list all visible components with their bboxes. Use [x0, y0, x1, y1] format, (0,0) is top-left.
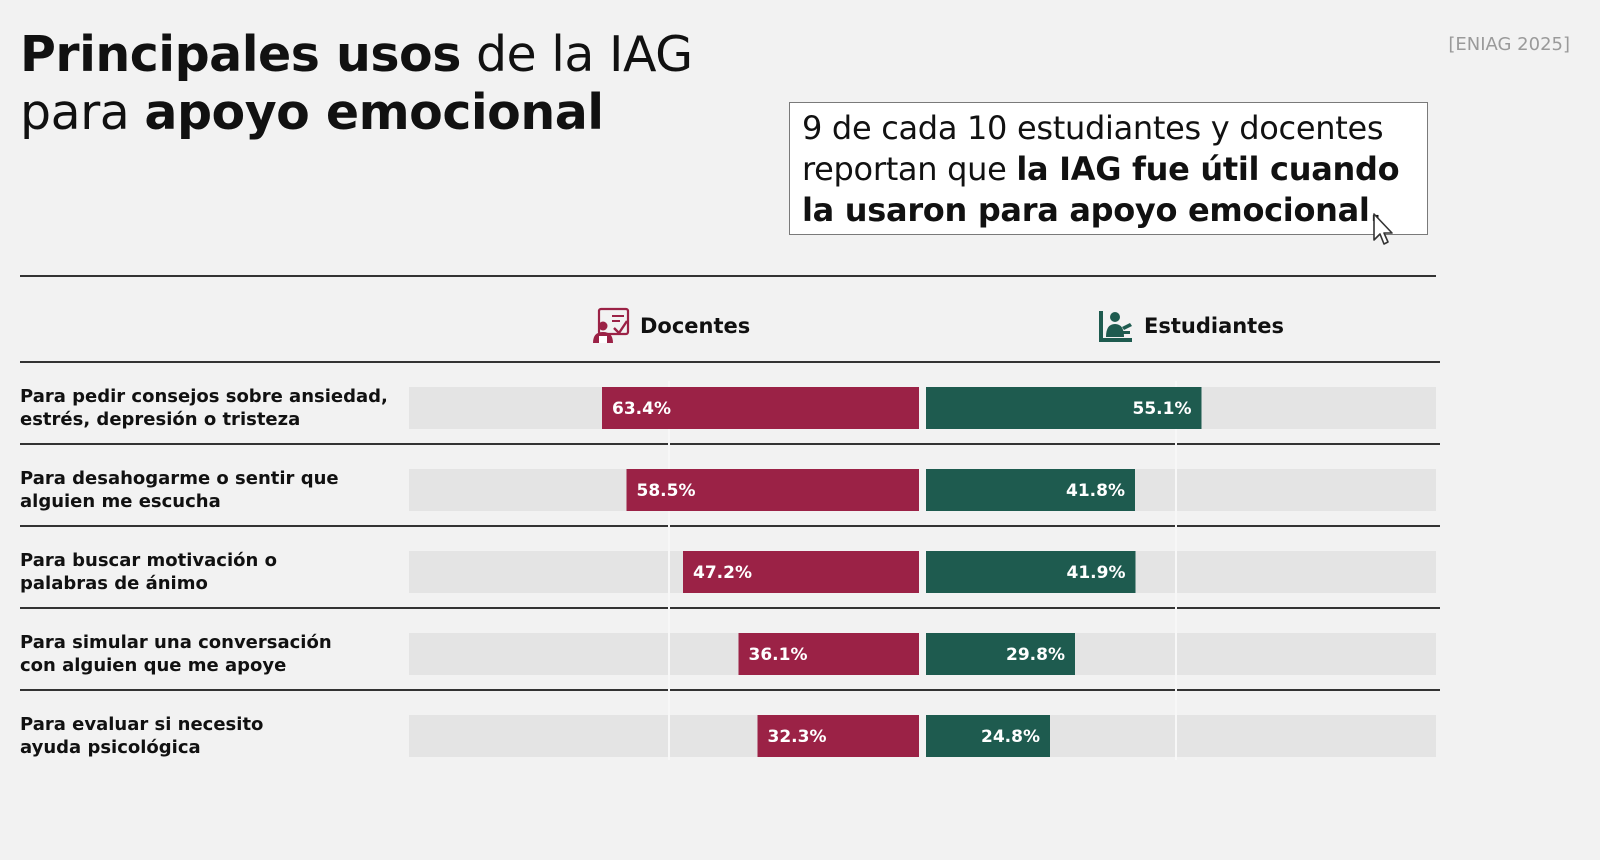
callout-text: 9 de cada 10 estudiantes y docentes repo… — [802, 109, 1384, 188]
bar-estudiantes — [926, 387, 1202, 429]
row-divider — [20, 525, 1440, 527]
category-label: Para buscar motivación o palabras de áni… — [20, 550, 277, 594]
title-rest-2: para — [20, 84, 145, 141]
value-label-estudiantes: 29.8% — [1006, 645, 1065, 665]
value-label-docentes: 47.2% — [693, 563, 752, 583]
category-label: Para simular una conversación con alguie… — [20, 632, 332, 676]
category-label: Para evaluar si necesito ayuda psicológi… — [20, 714, 264, 758]
value-label-docentes: 36.1% — [749, 645, 808, 665]
bar-docentes — [757, 715, 919, 757]
title-bold-2: apoyo emocional — [144, 84, 604, 141]
bar-estudiantes — [926, 551, 1136, 593]
legend-label-estudiantes: Estudiantes — [1144, 314, 1284, 338]
row-divider — [20, 689, 1440, 691]
bar-docentes — [738, 633, 919, 675]
category-label: Para pedir consejos sobre ansiedad, estr… — [20, 386, 388, 430]
category-label: Para desahogarme o sentir que alguien me… — [20, 468, 339, 512]
bar-estudiantes — [926, 633, 1075, 675]
title-rest-1: de la IAG — [460, 26, 693, 83]
bar-estudiantes — [926, 715, 1050, 757]
divider-top — [20, 275, 1436, 277]
value-label-docentes: 32.3% — [768, 727, 827, 747]
teacher-icon — [593, 307, 630, 343]
value-label-estudiantes: 41.8% — [1066, 481, 1125, 501]
legend-label-docentes: Docentes — [640, 314, 751, 338]
value-label-docentes: 63.4% — [612, 399, 671, 419]
value-label-estudiantes: 24.8% — [981, 727, 1040, 747]
legend-estudiantes: Estudiantes — [1096, 306, 1284, 346]
bar-estudiantes — [926, 469, 1135, 511]
row-divider — [20, 443, 1440, 445]
value-label-estudiantes: 55.1% — [1133, 399, 1192, 419]
title-bold-1: Principales usos — [20, 26, 461, 83]
student-icon — [1099, 311, 1132, 342]
row-divider — [20, 607, 1440, 609]
divider-header — [20, 361, 1440, 363]
callout-bold-text: la IAG fue útil cuando la usaron para ap… — [802, 150, 1400, 229]
mouse-cursor-icon — [1373, 213, 1393, 245]
bar-docentes — [683, 551, 919, 593]
value-label-docentes: 58.5% — [637, 481, 696, 501]
bar-docentes — [602, 387, 919, 429]
source-label: [ENIAG 2025] — [1448, 34, 1570, 55]
legend-docentes: Docentes — [590, 306, 750, 346]
page-title: Principales usos de la IAG para apoyo em… — [20, 26, 693, 142]
value-label-estudiantes: 41.9% — [1067, 563, 1126, 583]
bar-docentes — [626, 469, 919, 511]
callout-box: 9 de cada 10 estudiantes y docentes repo… — [789, 102, 1428, 235]
